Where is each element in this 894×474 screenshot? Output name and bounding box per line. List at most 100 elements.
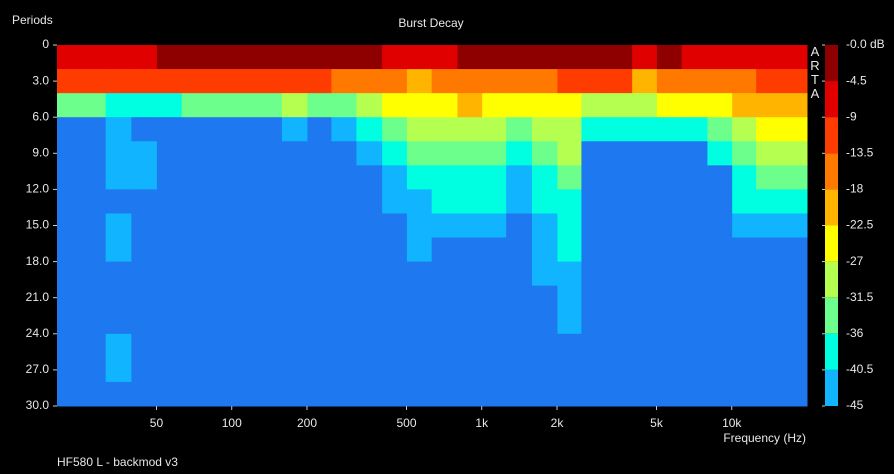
heatmap-cell bbox=[207, 333, 233, 359]
heatmap-cell bbox=[207, 237, 233, 263]
y-tick-label: 24.0 bbox=[26, 326, 50, 340]
heatmap-cell bbox=[207, 213, 233, 239]
heatmap-cell bbox=[531, 189, 558, 214]
heatmap-cell bbox=[557, 309, 582, 335]
y-tick-label: 6.0 bbox=[32, 109, 49, 123]
heatmap-cell bbox=[606, 285, 633, 311]
heatmap-cell bbox=[656, 381, 683, 407]
heatmap-cell bbox=[557, 141, 582, 166]
heatmap-cell bbox=[281, 93, 308, 118]
heatmap-cell bbox=[80, 213, 107, 239]
heatmap-cell bbox=[307, 285, 332, 311]
colorbar-segment bbox=[825, 297, 838, 334]
heatmap-cell bbox=[681, 165, 708, 190]
heatmap-cell bbox=[431, 285, 458, 311]
y-tick-label: 12.0 bbox=[26, 182, 50, 196]
heatmap-cell bbox=[681, 357, 708, 383]
heatmap-cell bbox=[457, 93, 483, 118]
heatmap-cell bbox=[707, 165, 733, 190]
heatmap-cell bbox=[457, 117, 483, 142]
heatmap-cell bbox=[256, 93, 283, 118]
heatmap-cell bbox=[482, 285, 507, 311]
heatmap-cell bbox=[382, 261, 408, 287]
heatmap-cell bbox=[632, 69, 658, 94]
heatmap-cell bbox=[307, 141, 332, 166]
heatmap-cell bbox=[181, 285, 208, 311]
heatmap-cell bbox=[406, 165, 433, 190]
heatmap-cell bbox=[606, 93, 633, 118]
heatmap-cell bbox=[232, 141, 257, 166]
heatmap-cell bbox=[406, 381, 433, 407]
heatmap-cell bbox=[156, 357, 183, 383]
heatmap-cell bbox=[156, 333, 183, 359]
heatmap-cell bbox=[181, 45, 208, 70]
heatmap-cell bbox=[431, 333, 458, 359]
colorbar-segment bbox=[825, 369, 838, 406]
heatmap-cell bbox=[557, 189, 582, 214]
heatmap-cell bbox=[356, 333, 383, 359]
heatmap-cell bbox=[356, 165, 383, 190]
heatmap-cell bbox=[57, 117, 81, 142]
heatmap-cell bbox=[207, 93, 233, 118]
heatmap-cell bbox=[531, 333, 558, 359]
heatmap-cell bbox=[756, 357, 783, 383]
heatmap-cell bbox=[406, 357, 433, 383]
heatmap-cell bbox=[406, 309, 433, 335]
heatmap-cell bbox=[531, 165, 558, 190]
heatmap-cell bbox=[105, 333, 132, 359]
heatmap-cell bbox=[482, 189, 507, 214]
heatmap-cell bbox=[781, 381, 808, 407]
heatmap-cell bbox=[181, 189, 208, 214]
heatmap-cell bbox=[457, 261, 483, 287]
colorbar-tick-label: -22.5 bbox=[846, 218, 874, 232]
y-tick-label: 27.0 bbox=[26, 362, 50, 376]
heatmap-cell bbox=[457, 333, 483, 359]
heatmap-cell bbox=[632, 165, 658, 190]
heatmap-cell bbox=[506, 309, 533, 335]
heatmap-cell bbox=[105, 237, 132, 263]
colorbar-tick-label: -45 bbox=[846, 398, 864, 412]
heatmap-cell bbox=[431, 237, 458, 263]
heatmap-cell bbox=[406, 189, 433, 214]
heatmap-cell bbox=[156, 117, 183, 142]
heatmap-cell bbox=[57, 357, 81, 383]
heatmap-cell bbox=[281, 117, 308, 142]
heatmap-cell bbox=[457, 381, 483, 407]
colorbar-tick-label: -13.5 bbox=[846, 145, 874, 159]
heatmap-cell bbox=[681, 141, 708, 166]
heatmap-cell bbox=[707, 285, 733, 311]
footer: HF580 L - backmod v3 bbox=[57, 455, 178, 469]
heatmap-cell bbox=[756, 45, 783, 70]
heatmap-cell bbox=[331, 141, 357, 166]
heatmap-cell bbox=[105, 309, 132, 335]
heatmap-cell bbox=[506, 117, 533, 142]
heatmap-cell bbox=[232, 45, 257, 70]
heatmap-cell bbox=[331, 333, 357, 359]
heatmap-cell bbox=[57, 237, 81, 263]
heatmap-cell bbox=[406, 333, 433, 359]
heatmap-cell bbox=[707, 213, 733, 239]
colorbar-segment bbox=[825, 81, 838, 118]
colorbar-segment bbox=[825, 117, 838, 154]
heatmap-cell bbox=[207, 189, 233, 214]
heatmap-cell bbox=[256, 285, 283, 311]
heatmap-cell bbox=[656, 285, 683, 311]
heatmap-cell bbox=[656, 45, 683, 70]
heatmap-cell bbox=[232, 213, 257, 239]
heatmap-cell bbox=[581, 309, 607, 335]
heatmap-cell bbox=[781, 189, 808, 214]
heatmap-cell bbox=[307, 117, 332, 142]
heatmap-cell bbox=[80, 261, 107, 287]
heatmap-cell bbox=[181, 381, 208, 407]
heatmap-cell bbox=[531, 117, 558, 142]
heatmap-cell bbox=[506, 285, 533, 311]
heatmap-cell bbox=[681, 93, 708, 118]
colorbar-segment bbox=[825, 225, 838, 262]
heatmap-cell bbox=[382, 45, 408, 70]
heatmap-cell bbox=[756, 333, 783, 359]
heatmap-cell bbox=[431, 309, 458, 335]
heatmap-cell bbox=[457, 165, 483, 190]
heatmap-cell bbox=[756, 165, 783, 190]
heatmap-cell bbox=[356, 357, 383, 383]
heatmap-cell bbox=[531, 309, 558, 335]
